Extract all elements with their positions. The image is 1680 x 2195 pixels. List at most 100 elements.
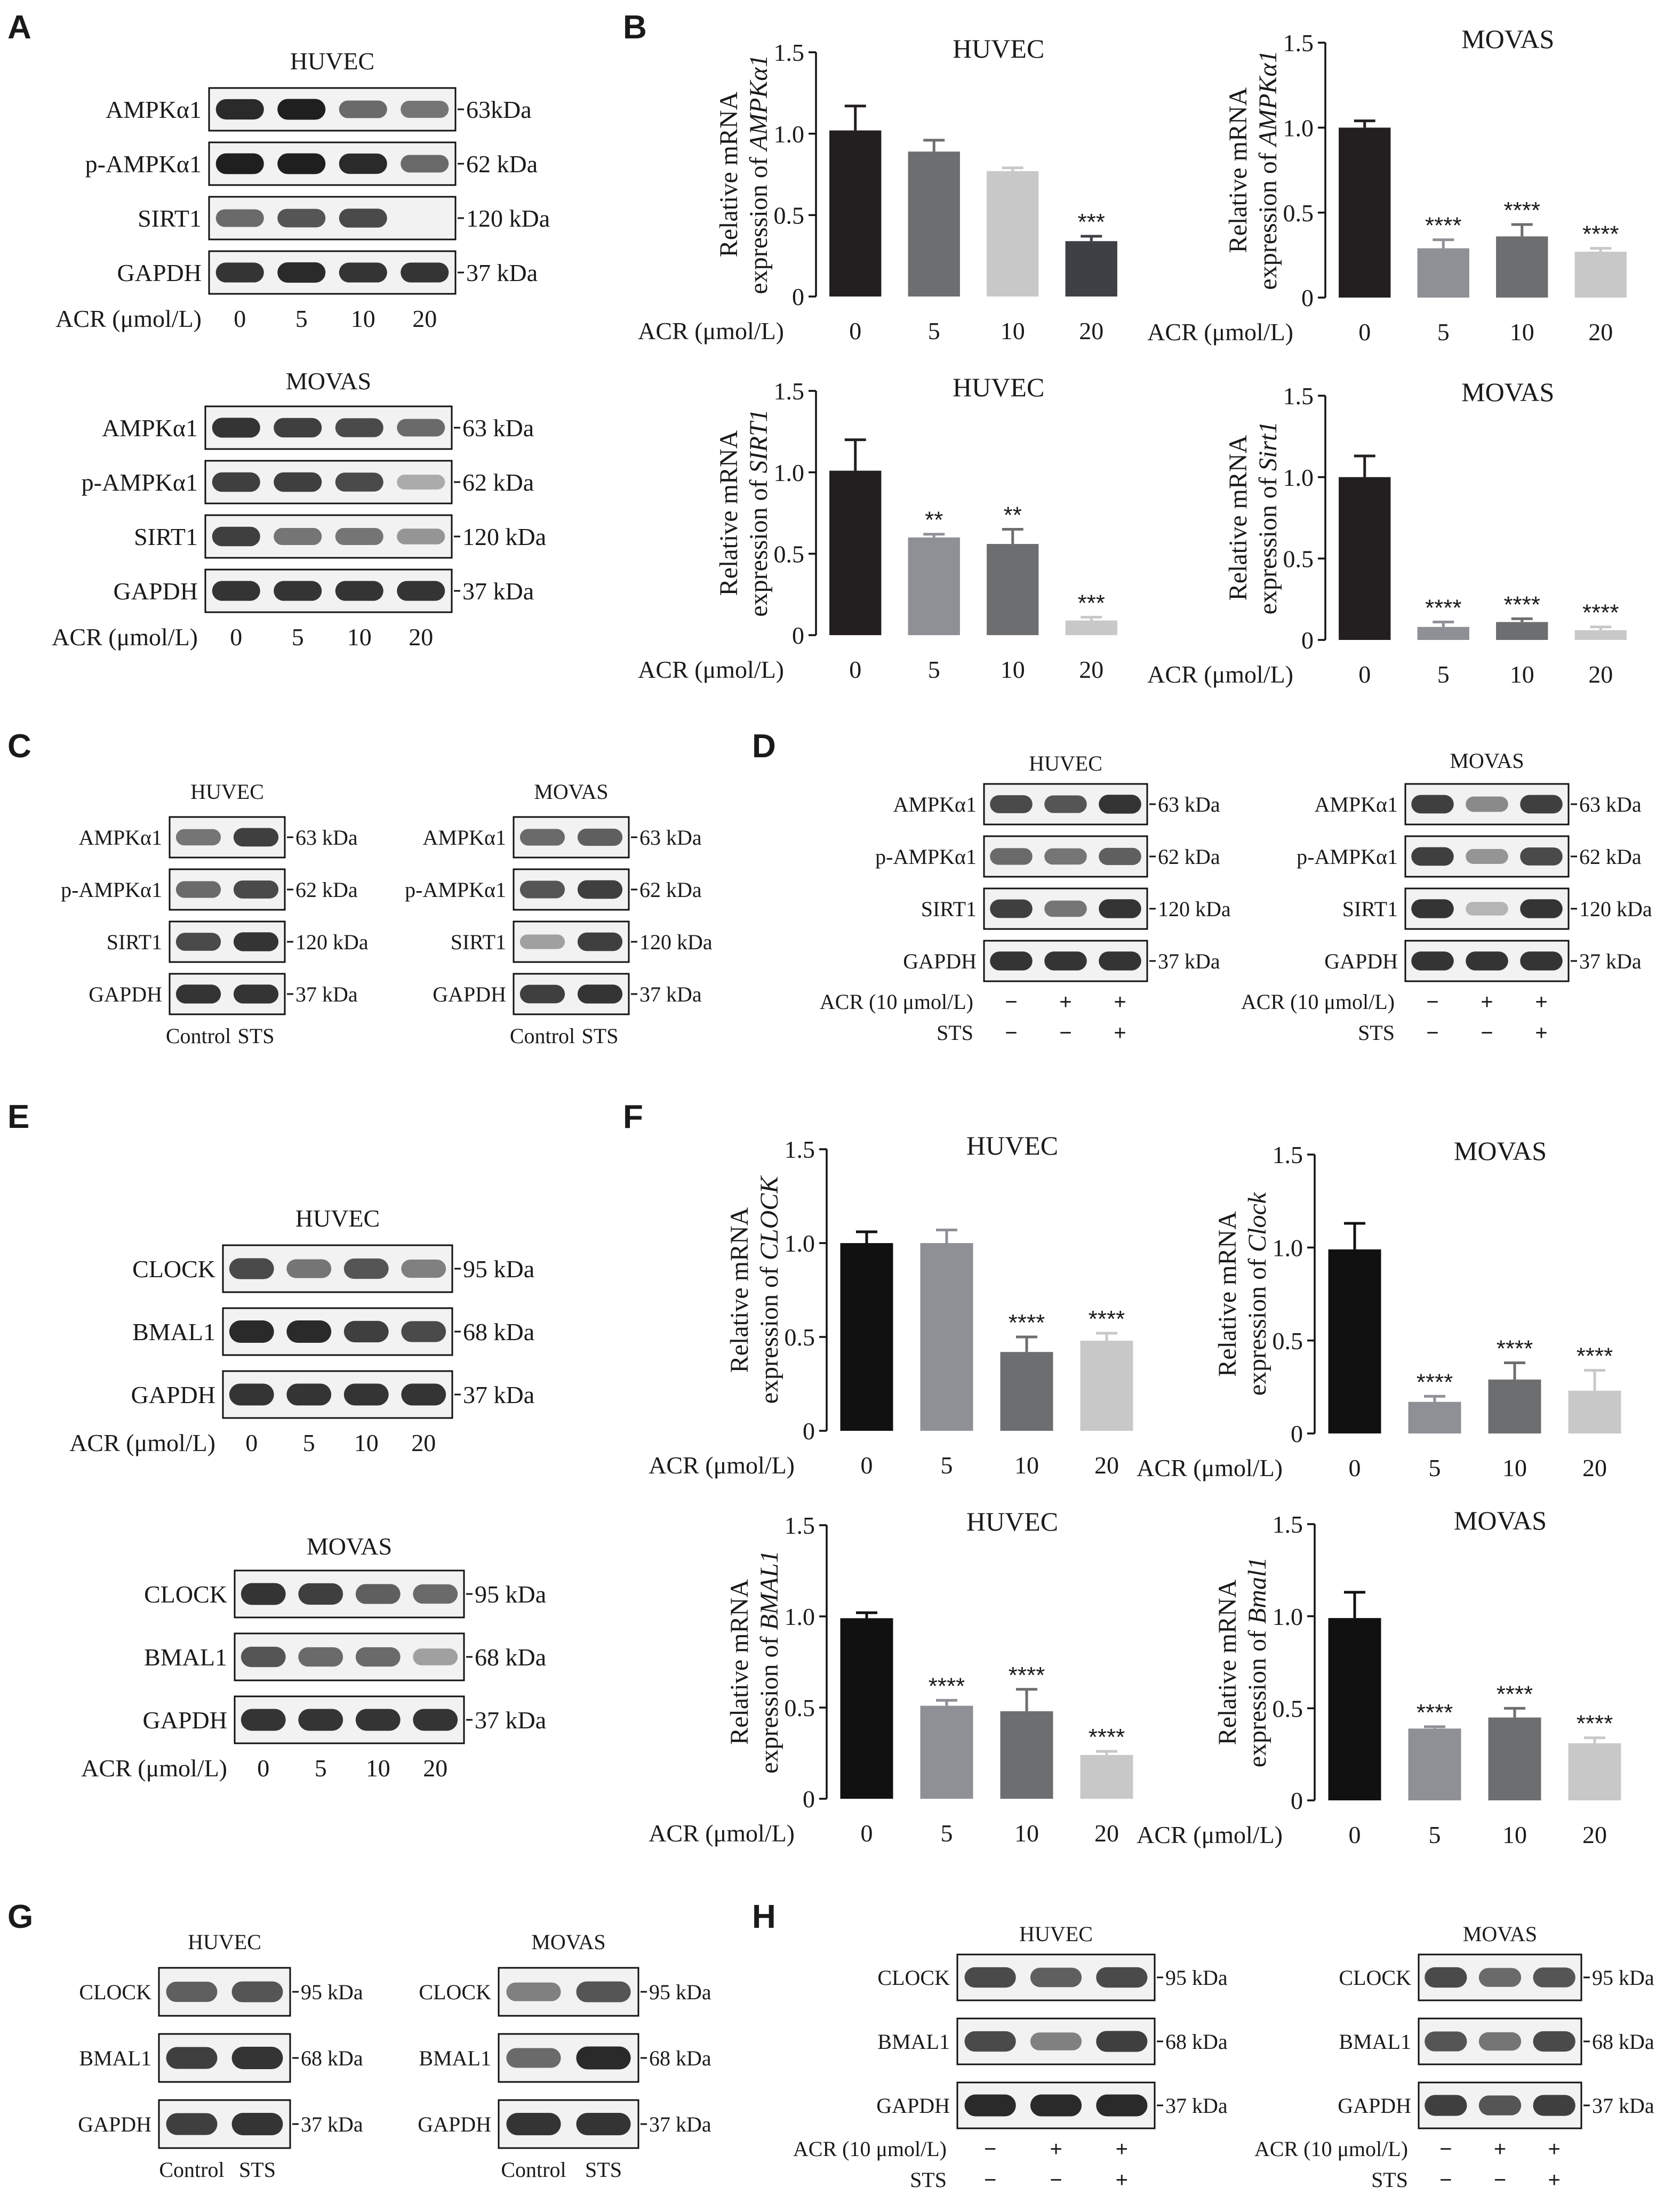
blot-row: GAPDH 37 kDa: [1324, 940, 1642, 982]
y-tick-label: 1.5: [1273, 1141, 1303, 1168]
x-tick-label: 0: [861, 1820, 873, 1847]
y-axis-title: Relative mRNAexpression of AMPKα1: [1224, 50, 1282, 290]
condition-label: STS: [910, 2168, 947, 2192]
y-axis-title-line1: Relative mRNA: [715, 91, 743, 257]
protein-band: [397, 528, 445, 544]
lane-label: 0: [230, 623, 242, 651]
protein-band: [576, 2112, 631, 2136]
blot-row: BMAL1 68 kDa: [79, 2033, 363, 2083]
protein-name: CLOCK: [1339, 1966, 1411, 1990]
blot-title: HUVEC: [290, 47, 374, 75]
condition-sign: +: [1114, 990, 1126, 1014]
protein-band: [401, 262, 449, 283]
y-axis-title-line2: expression of: [1243, 1252, 1271, 1396]
protein-band: [229, 1320, 274, 1343]
protein-band: [233, 932, 279, 951]
y-tick-label: 0.5: [774, 202, 805, 229]
protein-band: [397, 419, 445, 437]
x-tick-label: 20: [1588, 318, 1613, 346]
x-tick-label: 10: [1510, 661, 1534, 688]
blot-row: AMPKα1 63 kDa: [1314, 783, 1642, 826]
lane-label: Control: [166, 1024, 231, 1048]
protein-name: p-AMPKα1: [82, 469, 198, 496]
condition-sign: −: [1005, 1021, 1017, 1045]
y-tick-label: 0: [792, 283, 804, 310]
y-axis-title: Relative mRNAexpression of Sirt1: [1224, 421, 1282, 615]
bar: [840, 1618, 893, 1799]
significance-mark: ***: [1078, 590, 1105, 616]
protein-band: [277, 209, 326, 228]
molecular-weight: 37 kDa: [1165, 2094, 1228, 2118]
blot-row: p-AMPKα1 62 kDa: [85, 141, 538, 186]
panel-label-F: F: [623, 1099, 643, 1135]
blot-row: CLOCK 95 kDa: [419, 1967, 711, 2017]
blot-row: SIRT1 120 kDa: [107, 920, 369, 963]
bar-chart: 0 0.5 1.0 1.5 MOVAS Relative mRNAexpression o…: [1147, 24, 1627, 346]
gene-name: AMPKα1: [1254, 50, 1282, 148]
blot-row: GAPDH 37 kDa: [433, 973, 702, 1015]
protein-band: [231, 2046, 283, 2070]
significance-mark: **: [925, 507, 943, 533]
condition-sign: +: [1116, 2137, 1128, 2161]
protein-name: GAPDH: [143, 1707, 227, 1734]
protein-band: [964, 2094, 1016, 2117]
protein-band: [506, 1982, 561, 2001]
protein-band: [343, 1320, 389, 1343]
significance-mark: ****: [1497, 1681, 1533, 1707]
protein-band: [175, 881, 221, 898]
protein-band: [277, 262, 326, 283]
y-axis-title-line2: expression of: [755, 1260, 783, 1404]
protein-name: AMPKα1: [893, 792, 977, 816]
chart-title: MOVAS: [1454, 1136, 1547, 1166]
significance-mark: ****: [929, 1673, 965, 1699]
y-tick-label: 1.0: [1273, 1603, 1303, 1630]
protein-name: BMAL1: [877, 2030, 950, 2054]
blot-row: BMAL1 68 kDa: [419, 2033, 711, 2083]
protein-name: AMPKα1: [78, 826, 162, 850]
protein-band: [506, 2112, 561, 2136]
lane-label: 20: [411, 1429, 436, 1456]
protein-band: [577, 984, 623, 1004]
protein-band: [233, 880, 279, 899]
protein-name: BMAL1: [132, 1318, 215, 1345]
protein-band: [166, 2113, 218, 2135]
protein-band: [274, 581, 322, 601]
protein-band: [212, 581, 260, 601]
protein-band: [1099, 795, 1141, 814]
bar: [908, 151, 960, 297]
molecular-weight: 68 kDa: [463, 1318, 534, 1345]
molecular-weight: 68 kDa: [1165, 2030, 1228, 2054]
x-axis-title: ACR (μmol/L): [638, 317, 784, 345]
x-tick-label: 0: [1358, 661, 1371, 688]
protein-band: [343, 1383, 389, 1406]
blot-title: MOVAS: [1463, 1922, 1537, 1946]
molecular-weight: 120 kDa: [1579, 897, 1652, 921]
molecular-weight: 63 kDa: [639, 826, 702, 850]
protein-band: [355, 1584, 401, 1604]
x-tick-label: 5: [1429, 1454, 1441, 1481]
blot-row: p-AMPKα1 62 kDa: [875, 835, 1220, 878]
significance-mark: ****: [1504, 591, 1541, 618]
blot-row: GAPDH 37 kDa: [89, 973, 358, 1015]
protein-band: [506, 2048, 561, 2068]
protein-band: [241, 1709, 286, 1731]
molecular-weight: 37 kDa: [295, 982, 358, 1006]
protein-name: SIRT1: [921, 897, 977, 921]
y-tick-label: 1.5: [1283, 29, 1314, 57]
molecular-weight: 62 kDa: [639, 878, 702, 902]
molecular-weight: 37 kDa: [649, 2112, 711, 2136]
protein-band: [277, 153, 326, 174]
blot-row: CLOCK 95 kDa: [132, 1244, 534, 1293]
blot-row: SIRT1 120 kDa: [921, 887, 1231, 930]
y-axis-title-line2: expression of: [1254, 471, 1282, 614]
y-axis-title-line1: Relative mRNA: [1213, 1211, 1242, 1377]
bar: [1328, 1249, 1381, 1433]
protein-band: [286, 1383, 332, 1406]
y-tick-label: 0.5: [1273, 1327, 1303, 1355]
blot-row: SIRT1 120 kDa: [134, 514, 546, 559]
protein-band: [175, 984, 221, 1004]
y-axis-title: Relative mRNAexpression of SIRT1: [715, 409, 773, 616]
significance-mark: ****: [1582, 221, 1619, 247]
x-tick-label: 0: [849, 317, 861, 345]
gene-name: CLOCK: [755, 1175, 783, 1260]
